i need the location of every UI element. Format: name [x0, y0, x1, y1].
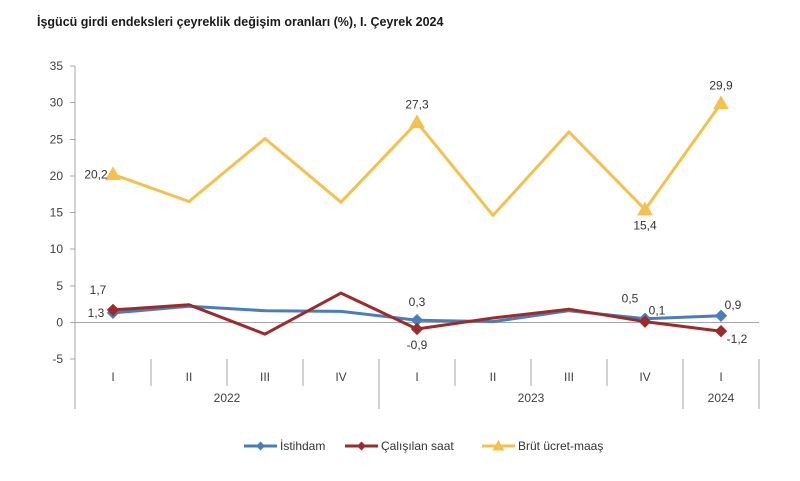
- legend-marker: [492, 440, 505, 451]
- data-point: [567, 307, 571, 311]
- data-point: [491, 316, 495, 320]
- series-layer: [105, 95, 729, 338]
- data-point: [491, 320, 495, 324]
- data-point-marker: [638, 315, 652, 328]
- data-point-marker: [714, 324, 728, 338]
- data-point: [339, 309, 343, 313]
- x-tick-label: II: [186, 370, 193, 384]
- data-label: -0,9: [407, 338, 428, 352]
- x-tick-label: I: [415, 370, 418, 384]
- data-point: [263, 309, 267, 313]
- legend-marker: [357, 441, 366, 451]
- data-label: 27,3: [405, 97, 429, 111]
- y-tick-label: 15: [50, 206, 64, 220]
- x-tick-label: IV: [335, 370, 346, 384]
- data-point-marker: [637, 201, 653, 216]
- legend-label: Brüt ücret-maaş: [518, 439, 603, 453]
- data-label: -1,2: [727, 332, 748, 346]
- legend-label: İstihdam: [280, 439, 325, 453]
- data-point: [263, 332, 267, 336]
- legend: İstihdam Çalışılan saat Brüt ücret-maaş: [244, 439, 603, 453]
- y-axis: -5 0 5 10 15 20 25 30 35: [50, 59, 76, 409]
- data-point: [187, 200, 191, 203]
- data-label: 1,3: [88, 306, 105, 320]
- x-group-label: 2023: [518, 391, 545, 405]
- y-tick-label: 10: [50, 242, 64, 256]
- data-label: 0,1: [649, 304, 666, 318]
- x-group-label: 2022: [214, 391, 241, 405]
- x-tick-label: IV: [639, 370, 650, 384]
- data-label: 0,5: [622, 292, 639, 306]
- legend-item-brut-ucret-maas: Brüt ücret-maaş: [482, 439, 603, 453]
- x-tick-label: II: [490, 370, 497, 384]
- legend-marker: [256, 441, 265, 451]
- legend-item-calisilan-saat: Çalışılan saat: [345, 439, 454, 453]
- data-point: [263, 137, 267, 140]
- data-label: 1,7: [90, 283, 107, 297]
- data-label: 29,9: [709, 78, 733, 92]
- legend-item-istihdam: İstihdam: [244, 439, 325, 453]
- data-point: [567, 130, 571, 134]
- x-tick-label: III: [564, 370, 574, 384]
- data-point: [339, 291, 343, 295]
- data-point-marker: [409, 114, 425, 129]
- data-point-marker: [106, 303, 120, 317]
- x-tick-label: I: [719, 370, 722, 384]
- y-tick-label: 30: [50, 96, 64, 110]
- data-point-marker: [410, 322, 424, 336]
- x-tick-label: III: [260, 370, 270, 384]
- legend-label: Çalışılan saat: [381, 439, 454, 453]
- data-point: [491, 214, 495, 217]
- data-labels: 1,3 0,3 0,5 0,9 1,7 -0,9 0,1 -1,2 20,2 27,3 15,4 29…: [84, 78, 747, 352]
- x-tick-label: I: [111, 370, 114, 384]
- data-point: [339, 200, 343, 204]
- data-point-marker: [713, 95, 729, 110]
- y-tick-label: 0: [56, 315, 63, 329]
- data-label: 15,4: [633, 219, 657, 233]
- data-label: 0,3: [409, 295, 426, 309]
- chart-title: İşgücü girdi endeksleri çeyreklik değişi…: [37, 15, 444, 29]
- y-tick-label: 35: [50, 59, 64, 73]
- data-point: [187, 303, 191, 307]
- x-group-label: 2024: [708, 391, 735, 405]
- data-label: 0,9: [725, 298, 742, 312]
- y-tick-label: 25: [50, 132, 64, 146]
- y-tick-label: 20: [50, 169, 64, 183]
- data-point-marker: [105, 166, 121, 181]
- y-tick-label: 5: [56, 279, 63, 293]
- data-label: 20,2: [84, 167, 108, 181]
- y-tick-label: -5: [52, 352, 63, 366]
- data-point-marker: [714, 309, 728, 322]
